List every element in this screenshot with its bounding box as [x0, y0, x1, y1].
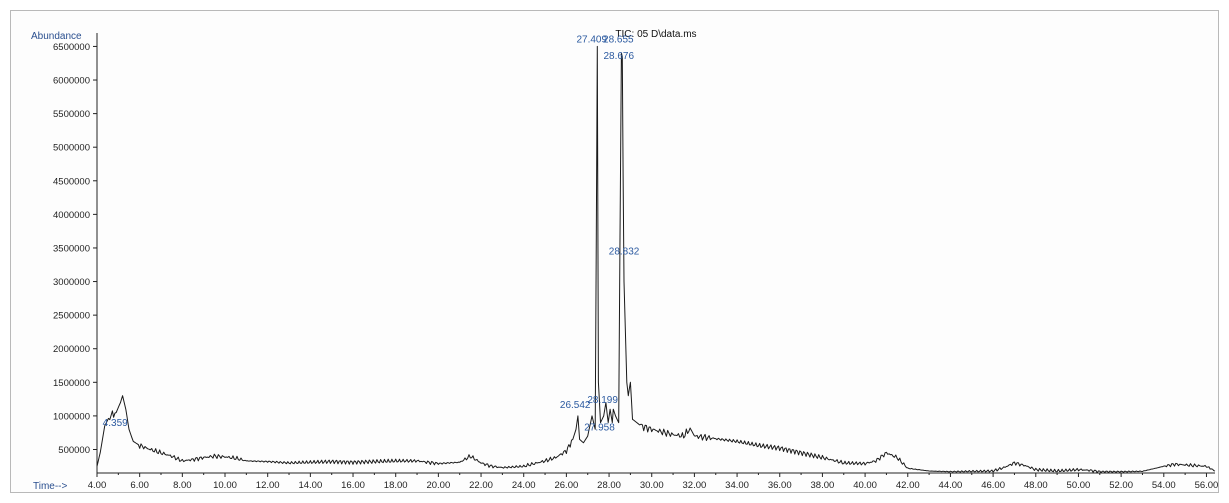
y-axis-ticks: 500000 1000000 1500000 2000000 2500000 300000…: [53, 42, 97, 456]
y-tick-label: 2000000: [53, 344, 90, 355]
peak-label: 26.542: [560, 400, 591, 411]
y-tick-label: 500000: [58, 445, 90, 456]
x-tick-label: 50.00: [1067, 480, 1091, 491]
x-tick-label: 8.00: [173, 480, 192, 491]
x-axis-label: Time-->: [33, 481, 68, 492]
x-tick-label: 42.00: [896, 480, 920, 491]
y-tick-label: 5000000: [53, 143, 90, 154]
x-tick-label: 34.00: [725, 480, 749, 491]
y-tick-label: 3500000: [53, 243, 90, 254]
x-tick-label: 40.00: [853, 480, 877, 491]
x-tick-label: 52.00: [1109, 480, 1133, 491]
series-group: [96, 45, 1216, 474]
x-tick-label: 46.00: [981, 480, 1005, 491]
peak-label: 27.958: [584, 423, 615, 434]
x-tick-label: 24.00: [512, 480, 536, 491]
x-tick-label: 12.00: [256, 480, 280, 491]
y-tick-label: 2500000: [53, 311, 90, 322]
y-tick-label: 5500000: [53, 109, 90, 120]
x-tick-label: 28.00: [597, 480, 621, 491]
x-tick-label: 6.00: [130, 480, 149, 491]
y-tick-label: 1500000: [53, 378, 90, 389]
x-tick-label: 18.00: [384, 480, 408, 491]
y-tick-label: 1000000: [53, 411, 90, 422]
x-tick-label: 16.00: [341, 480, 365, 491]
chart-frame: TIC: 05 D\data.ms Abundance Time--> 5000…: [10, 10, 1219, 493]
x-tick-label: 48.00: [1024, 480, 1048, 491]
x-tick-label: 14.00: [298, 480, 322, 491]
x-tick-label: 54.00: [1152, 480, 1176, 491]
peak-label: 28.676: [603, 51, 634, 62]
x-tick-label: 30.00: [640, 480, 664, 491]
axes: [96, 33, 1215, 474]
x-tick-label: 36.00: [768, 480, 792, 491]
x-tick-label: 44.00: [939, 480, 963, 491]
peak-label: 28.199: [587, 395, 618, 406]
y-tick-label: 6500000: [53, 42, 90, 53]
peak-label: 28.832: [609, 247, 640, 258]
y-tick-label: 6000000: [53, 76, 90, 87]
y-axis-label: Abundance: [31, 31, 82, 42]
y-tick-label: 4500000: [53, 176, 90, 187]
y-tick-label: 4000000: [53, 210, 90, 221]
peak-label: 27.409: [576, 34, 607, 45]
chart-title: TIC: 05 D\data.ms: [615, 29, 696, 40]
peak-label: 4.359: [103, 418, 128, 429]
x-tick-label: 10.00: [213, 480, 237, 491]
x-tick-label: 26.00: [554, 480, 578, 491]
peak-label: 28.655: [603, 34, 634, 45]
x-tick-label: 22.00: [469, 480, 493, 491]
x-tick-label: 32.00: [683, 480, 707, 491]
x-tick-label: 20.00: [426, 480, 450, 491]
x-tick-label: 56.00: [1195, 480, 1219, 491]
x-tick-label: 38.00: [811, 480, 835, 491]
series-line-0: [96, 45, 1216, 474]
x-axis-ticks: 4.00 6.00 8.00 10.00 12.00 14.00 16.00 18.00 20.…: [88, 473, 1219, 491]
y-tick-label: 3000000: [53, 277, 90, 288]
x-tick-label: 4.00: [88, 480, 107, 491]
tic-chromatogram-chart: TIC: 05 D\data.ms Abundance Time--> 5000…: [31, 29, 1219, 492]
